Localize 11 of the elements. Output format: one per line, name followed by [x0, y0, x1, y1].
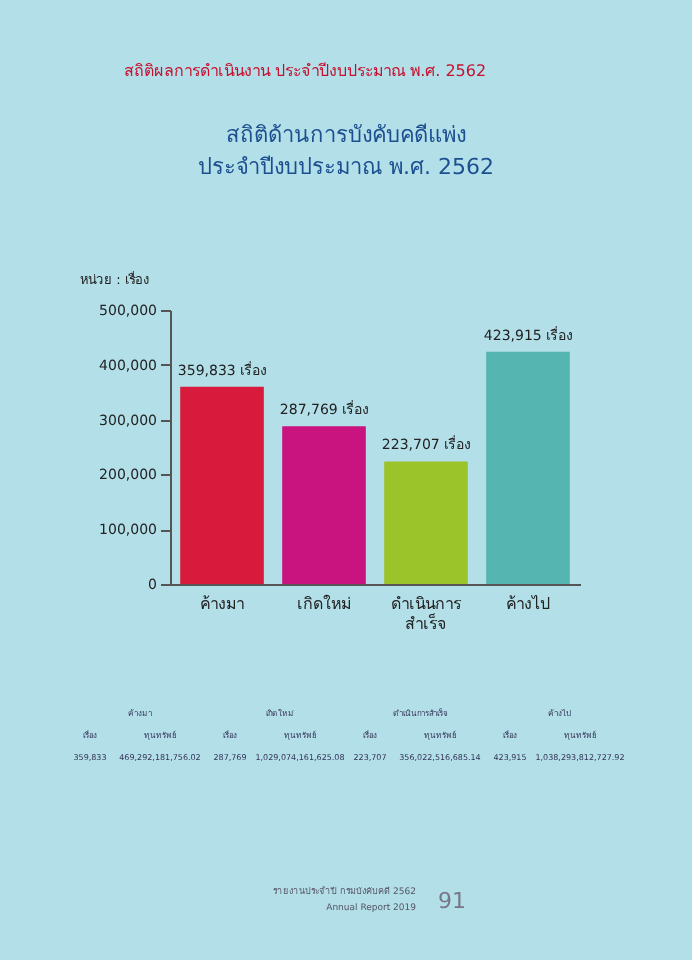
bar	[486, 351, 570, 584]
x-tick-label: ค้างไป	[505, 595, 550, 613]
x-tick-label: เกิดใหม่	[297, 595, 351, 613]
bar	[282, 426, 366, 584]
text: 91	[438, 888, 466, 914]
x-tick-label: ดำเนินการ สำเร็จ	[391, 595, 463, 633]
x-tick-label: ค้างมา	[200, 595, 245, 613]
bar	[180, 386, 264, 584]
bar	[384, 461, 468, 584]
text: สถิติผลการดำเนินงาน ประจำปีงบประมาณ พ.ศ. 2562	[124, 62, 487, 80]
chart-title: สถิติด้านการบังคับคดีแพ่ง ประจำปีงบประมาณ พ.ศ. 2562	[198, 122, 494, 180]
